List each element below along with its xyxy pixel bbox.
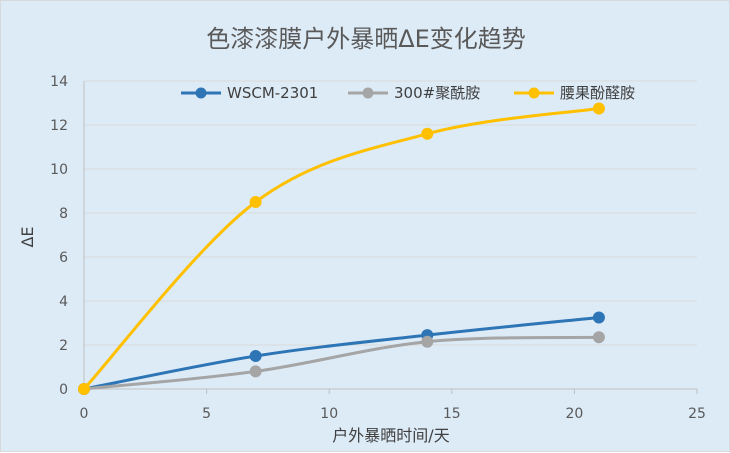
x-tick-label: 20 <box>565 406 583 422</box>
legend-swatch-marker <box>195 87 207 99</box>
tick-labels: 0 2 4 6 8 10 12 14 0 5 10 15 20 25 <box>50 74 706 422</box>
axes <box>83 81 698 394</box>
x-tick-label: 10 <box>320 406 338 422</box>
y-tick-label: 10 <box>50 162 68 178</box>
chart-title: 色漆漆膜户外暴晒ΔE变化趋势 <box>206 25 526 53</box>
series-line <box>82 316 601 391</box>
legend-swatch-marker <box>528 87 540 99</box>
data-point <box>592 311 605 324</box>
x-tick-label: 0 <box>80 406 89 422</box>
x-tick-label: 25 <box>688 406 706 422</box>
series-line <box>82 335 601 391</box>
data-point <box>249 350 262 362</box>
x-tick-label: 5 <box>202 406 211 422</box>
legend-swatch-marker <box>362 87 374 99</box>
series-lines <box>78 102 605 395</box>
gridlines <box>84 80 697 346</box>
legend-label: 300#聚酰胺 <box>394 84 480 102</box>
x-tick-label: 15 <box>443 406 461 422</box>
y-tick-label: 14 <box>50 74 68 90</box>
data-point <box>78 383 90 395</box>
series-line <box>82 107 601 391</box>
legend: WSCM-2301 300#聚酰胺 腰果酚醛胺 <box>181 84 635 102</box>
y-tick-label: 0 <box>59 382 68 398</box>
y-tick-label: 8 <box>59 206 68 222</box>
y-tick-label: 12 <box>50 118 68 134</box>
data-point <box>421 335 434 348</box>
legend-label: 腰果酚醛胺 <box>560 84 635 102</box>
data-point <box>421 127 434 140</box>
data-point <box>249 196 262 208</box>
y-tick-label: 4 <box>59 294 68 310</box>
x-axis-title: 户外暴晒时间/天 <box>332 426 449 445</box>
y-tick-label: 6 <box>59 250 68 266</box>
y-tick-label: 2 <box>59 338 68 354</box>
data-point <box>592 102 605 115</box>
legend-label: WSCM-2301 <box>227 84 318 102</box>
data-point <box>592 331 605 344</box>
data-point <box>249 365 262 378</box>
y-axis-title: ΔE <box>18 226 37 247</box>
